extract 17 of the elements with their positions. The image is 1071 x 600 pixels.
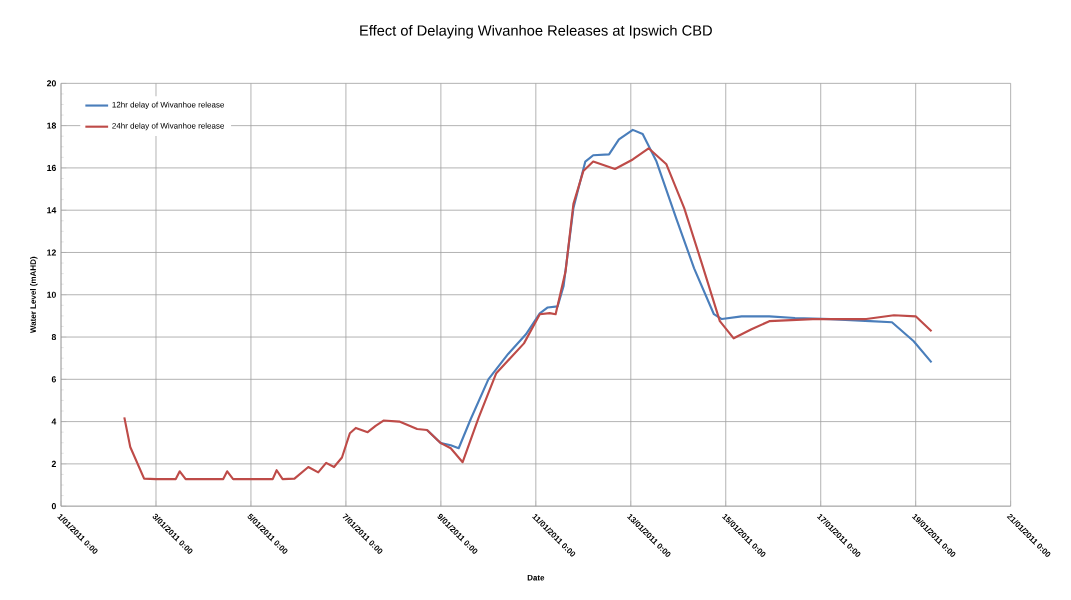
- y-tick-label: 4: [51, 418, 57, 425]
- y-tick-label: 8: [51, 333, 57, 341]
- y-tick-label: 12: [47, 249, 56, 256]
- y-tick-label: 16: [47, 164, 56, 171]
- legend-label: 12hr delay of Wivanhoe release: [112, 101, 225, 109]
- line-series: [123, 147, 933, 481]
- y-tick-label: 14: [47, 207, 57, 214]
- y-tick-label: 6: [51, 376, 56, 383]
- x-axis-title: Date: [527, 574, 545, 581]
- y-tick-label: 2: [51, 460, 56, 467]
- chart-title: Effect of Delaying Wivanhoe Releases at Ipswich CBD: [360, 24, 712, 39]
- y-tick-label: 20: [46, 80, 56, 87]
- y-tick-label: 10: [47, 291, 56, 298]
- y-tick-label: 0: [51, 503, 56, 510]
- y-tick-label: 18: [47, 122, 57, 129]
- y-axis-title: Water Level (mAHD): [30, 256, 38, 333]
- legend-label: 24hr delay of Wivanhoe release: [112, 122, 225, 131]
